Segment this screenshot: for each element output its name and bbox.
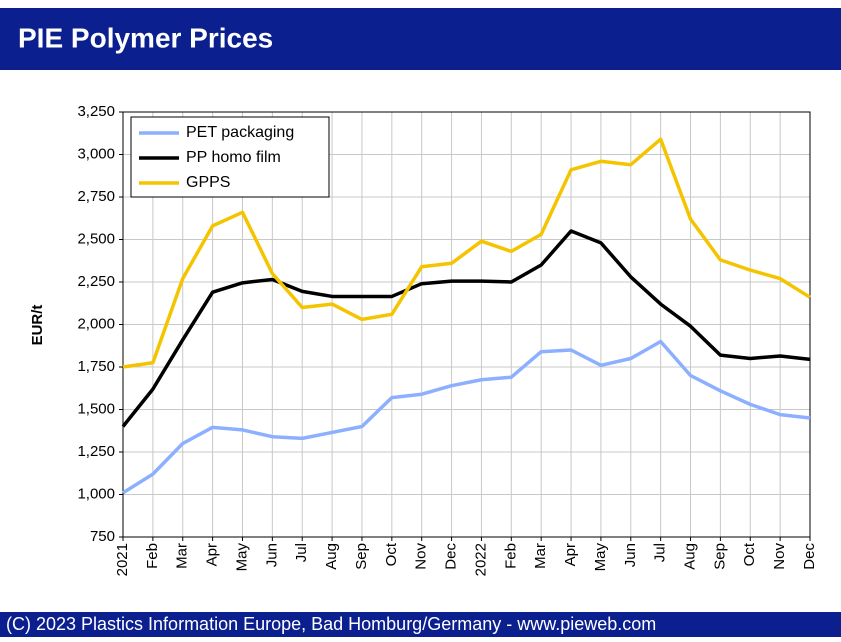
header-bar bbox=[0, 8, 841, 70]
y-tick-label: 2,750 bbox=[77, 188, 115, 205]
x-tick-label: Nov bbox=[771, 543, 788, 570]
x-tick-label: Dec bbox=[443, 543, 460, 570]
y-tick-label: 1,250 bbox=[77, 443, 115, 460]
x-tick-label: Sep bbox=[711, 543, 728, 570]
plot-frame bbox=[122, 111, 811, 538]
x-tick-label: Feb bbox=[144, 543, 161, 569]
x-tick-label: Jun bbox=[622, 543, 639, 567]
x-tick-label: Jul bbox=[293, 543, 310, 562]
series-line bbox=[122, 137, 811, 369]
x-tick-label: Oct bbox=[383, 542, 400, 566]
y-tick-label: 1,750 bbox=[77, 358, 115, 375]
legend-label: PET packaging bbox=[186, 124, 294, 141]
y-tick-label: 2,250 bbox=[77, 273, 115, 290]
chart-title: PIE Polymer Prices bbox=[18, 22, 273, 53]
x-tick-label: 2022 bbox=[472, 543, 489, 576]
x-tick-label: Mar bbox=[174, 543, 191, 569]
x-tick-label: May bbox=[592, 543, 609, 572]
y-tick-label: 750 bbox=[90, 528, 115, 545]
x-tick-label: Aug bbox=[681, 543, 698, 570]
x-tick-label: May bbox=[233, 543, 250, 572]
y-tick-label: 3,250 bbox=[77, 103, 115, 120]
x-tick-label: Nov bbox=[413, 543, 430, 570]
x-tick-label: Sep bbox=[353, 543, 370, 570]
y-tick-label: 3,000 bbox=[77, 145, 115, 162]
y-tick-label: 2,000 bbox=[77, 315, 115, 332]
y-tick-label: 1,500 bbox=[77, 400, 115, 417]
x-tick-label: Apr bbox=[204, 543, 221, 566]
series-line bbox=[122, 339, 811, 495]
x-tick-label: Mar bbox=[532, 543, 549, 569]
legend-label: PP homo film bbox=[186, 149, 281, 166]
x-tick-label: Jul bbox=[652, 543, 669, 562]
x-tick-label: Aug bbox=[323, 543, 340, 570]
y-axis-label: EUR/t bbox=[29, 305, 46, 346]
legend-label: GPPS bbox=[186, 174, 230, 191]
x-tick-label: Oct bbox=[741, 542, 758, 566]
x-tick-label: Dec bbox=[801, 543, 818, 570]
footer-bar bbox=[0, 612, 841, 637]
footer: (C) 2023 Plastics Information Europe, Ba… bbox=[6, 614, 656, 634]
y-tick-label: 1,000 bbox=[77, 485, 115, 502]
y-tick-label: 2,500 bbox=[77, 230, 115, 247]
x-tick-label: 2021 bbox=[114, 543, 131, 576]
x-tick-label: Feb bbox=[502, 543, 519, 569]
x-tick-label: Apr bbox=[562, 543, 579, 566]
x-tick-label: Jun bbox=[263, 543, 280, 567]
series-line bbox=[121, 229, 811, 428]
